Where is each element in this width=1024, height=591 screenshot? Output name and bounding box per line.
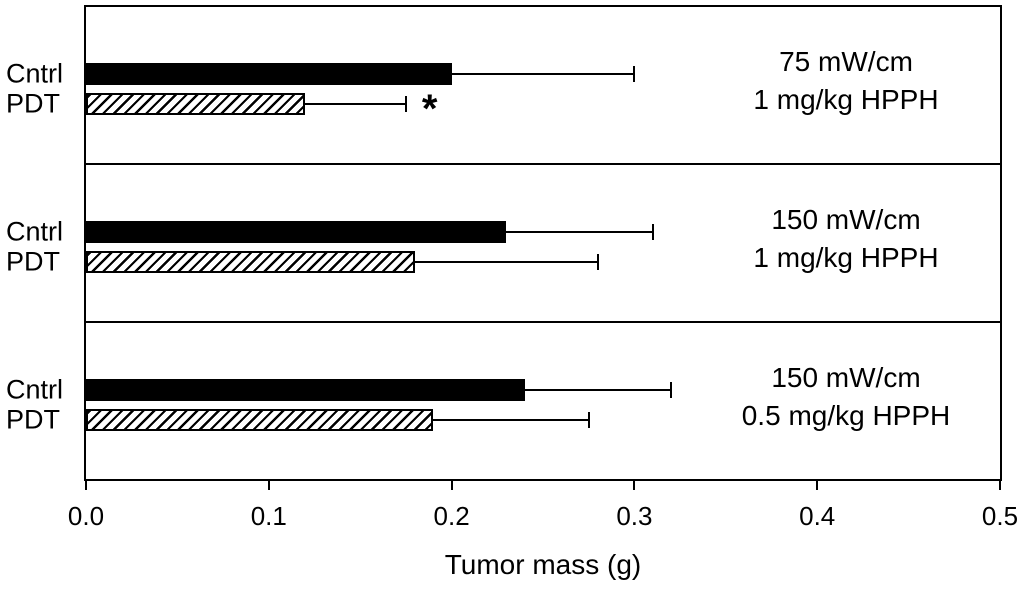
- row-label-cntrl: Cntrl: [6, 216, 64, 247]
- bar-cntrl: [86, 63, 452, 85]
- panel-condition-label: 150 mW/cm 0.5 mg/kg HPPH: [646, 359, 1024, 435]
- row-label-pdt: PDT: [6, 88, 60, 119]
- bar-cntrl: [86, 379, 525, 401]
- error-bar-pdt: [433, 419, 589, 421]
- x-tick-label: 0.5: [981, 501, 1019, 531]
- error-bar-cntrl: [451, 73, 635, 75]
- error-bar-cntrl: [506, 231, 653, 233]
- x-tick: [267, 481, 270, 490]
- x-tick: [450, 481, 453, 490]
- significance-asterisk: *: [421, 87, 438, 131]
- row-label-cntrl: Cntrl: [6, 58, 64, 89]
- row-label-pdt: PDT: [6, 246, 60, 277]
- bar-pdt: [86, 409, 434, 431]
- x-tick-label: 0.0: [67, 501, 105, 531]
- bar-pdt: [86, 93, 306, 115]
- error-bar-cntrl: [524, 389, 671, 391]
- error-bar-pdt: [415, 261, 598, 263]
- error-bar-cap-cntrl: [633, 66, 636, 82]
- row-label-pdt: PDT: [6, 404, 60, 435]
- x-tick-label: 0.3: [616, 501, 653, 531]
- error-bar-cap-pdt: [596, 254, 599, 270]
- condition-line-2: 1 mg/kg HPPH: [753, 242, 939, 273]
- x-tick: [633, 481, 636, 490]
- x-tick-label: 0.1: [250, 501, 287, 531]
- condition-line-2: 1 mg/kg HPPH: [753, 84, 939, 115]
- x-tick-label: 0.4: [799, 501, 836, 531]
- panel-condition-label: 150 mW/cm 1 mg/kg HPPH: [646, 201, 1024, 277]
- bar-cntrl: [86, 221, 507, 243]
- chart-panel-1: Cntrl PDT * 75 mW/cm 1 mg/kg HPPH: [6, 5, 1002, 165]
- bar-pdt: [86, 251, 416, 273]
- error-bar-pdt: [305, 103, 406, 105]
- error-bar-cap-cntrl: [669, 382, 672, 398]
- chart-panel-2: Cntrl PDT 150 mW/cm 1 mg/kg HPPH: [6, 163, 1002, 323]
- error-bar-cap-pdt: [404, 96, 407, 112]
- error-bar-cap-pdt: [587, 412, 590, 428]
- x-tick-label: 0.2: [433, 501, 470, 531]
- row-label-cntrl: Cntrl: [6, 374, 64, 405]
- condition-line-1: 150 mW/cm: [771, 362, 921, 393]
- panel-condition-label: 75 mW/cm 1 mg/kg HPPH: [646, 43, 1024, 119]
- chart-panel-3: Cntrl PDT 150 mW/cm 0.5 mg/kg HPPH: [6, 321, 1002, 481]
- condition-line-1: 150 mW/cm: [771, 204, 921, 235]
- x-axis-title: Tumor mass (g): [444, 549, 642, 580]
- x-tick: [999, 481, 1001, 490]
- condition-line-1: 75 mW/cm: [779, 46, 913, 77]
- error-bar-cap-cntrl: [651, 224, 654, 240]
- condition-line-2: 0.5 mg/kg HPPH: [741, 400, 951, 431]
- x-tick: [85, 481, 87, 490]
- x-tick: [816, 481, 819, 490]
